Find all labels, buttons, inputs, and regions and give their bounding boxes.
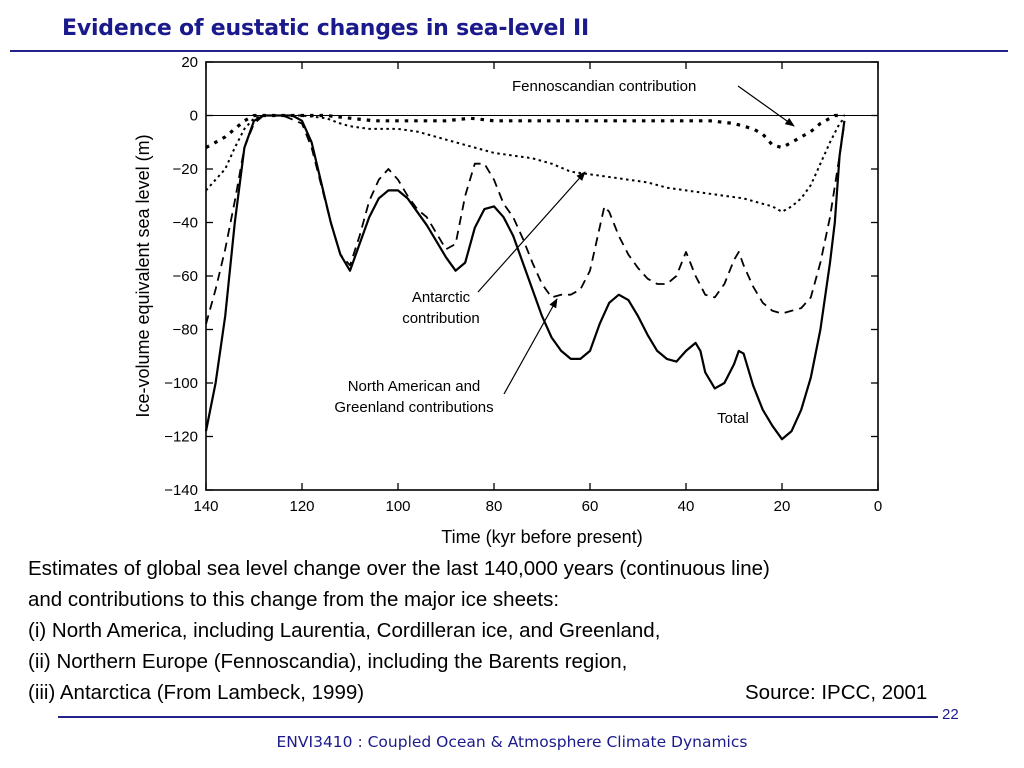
caption-line: (ii) Northern Europe (Fennoscandia), inc… — [28, 650, 628, 673]
footer-course-title: ENVI3410 : Coupled Ocean & Atmosphere Cl… — [276, 733, 748, 751]
y-tick-label: −140 — [164, 482, 198, 499]
x-tick-label: 40 — [678, 498, 695, 515]
y-tick-label: −40 — [173, 215, 198, 232]
x-tick-label: 100 — [385, 498, 410, 515]
y-tick-label: 0 — [190, 108, 198, 125]
caption-line: (i) North America, including Laurentia, … — [28, 619, 661, 642]
x-tick-label: 20 — [774, 498, 791, 515]
title-underline — [10, 50, 1008, 52]
annotation-line: contribution — [402, 310, 480, 327]
caption-line: Estimates of global sea level change ove… — [28, 557, 770, 580]
page-number: 22 — [942, 706, 959, 723]
north-american-arrow — [503, 298, 558, 395]
y-tick-label: −100 — [164, 375, 198, 392]
x-axis-label: Time (kyr before present) — [441, 527, 642, 547]
caption-line: and contributions to this change from th… — [28, 588, 560, 611]
plot-frame — [205, 61, 879, 491]
annotation-line: Total — [717, 410, 749, 427]
footer-rule — [58, 716, 938, 718]
x-tick-label: 0 — [874, 498, 882, 515]
x-tick-label: 140 — [193, 498, 218, 515]
sea-level-chart: 140 120 100 80 60 40 20 0 20 0 −20 −40 −60 −80 −100 −12… — [120, 54, 900, 550]
x-tick-label: 120 — [289, 498, 314, 515]
annotation-line: Antarctic — [412, 289, 471, 306]
total-series-line — [204, 114, 846, 441]
total-label-annotation: Total — [717, 410, 749, 427]
source-citation: Source: IPCC, 2001 — [745, 681, 928, 704]
fennoscandian-arrow — [737, 85, 795, 127]
y-tick-label: −60 — [173, 268, 198, 285]
annotation-line: North American and — [348, 378, 481, 395]
y-axis-label: Ice-volume equivalent sea level (m) — [133, 134, 153, 417]
y-tick-label: −120 — [164, 429, 198, 446]
annotation-line: Fennoscandian contribution — [512, 78, 696, 95]
x-tick-label: 60 — [582, 498, 599, 515]
y-tick-label: −20 — [173, 161, 198, 178]
annotation-line: Greenland contributions — [334, 399, 493, 416]
antarctic-label-annotation: Antarctic contribution — [402, 289, 480, 327]
antarctic-arrow — [477, 171, 586, 293]
north-american-label-annotation: North American and Greenland contribution… — [334, 378, 493, 416]
caption-line: (iii) Antarctica (From Lambeck, 1999) — [28, 681, 365, 704]
slide-title: Evidence of eustatic changes in sea-leve… — [62, 16, 589, 41]
sea-level-chart-svg: 140 120 100 80 60 40 20 0 20 0 −20 −40 −60 −80 −100 −12… — [133, 54, 882, 547]
north-american-series-line — [205, 114, 846, 325]
x-tick-label: 80 — [486, 498, 503, 515]
y-tick-label: −80 — [173, 322, 198, 339]
y-tick-label: 20 — [181, 54, 198, 71]
caption: Estimates of global sea level change ove… — [28, 553, 988, 708]
fennoscandian-label-annotation: Fennoscandian contribution — [512, 78, 696, 95]
antarctic-series-line — [205, 114, 846, 213]
